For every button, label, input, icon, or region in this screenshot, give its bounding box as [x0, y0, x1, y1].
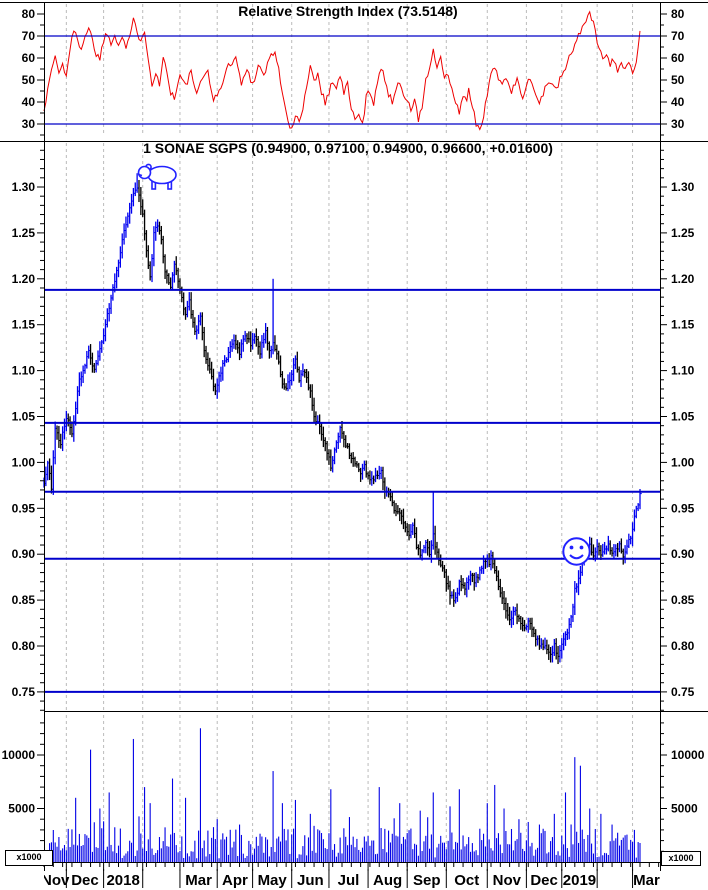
- month-gridlines: [65, 4, 634, 861]
- axis-tick-label: 5000: [671, 802, 698, 816]
- x-axis-month-label: Mar: [185, 872, 212, 889]
- smiley-icon[interactable]: [560, 535, 593, 568]
- axis-tick-label: 1.10: [12, 364, 36, 378]
- smiley-right-eye: [579, 545, 584, 550]
- axis-tick-label: 80: [22, 7, 36, 21]
- axis-tick-label: 1.25: [671, 226, 695, 240]
- smiley-face: [562, 537, 591, 566]
- x-axis-month-label: Dec: [71, 872, 99, 889]
- x-axis-month-label: Sep: [413, 872, 441, 889]
- x-axis-month-label: Aug: [373, 872, 402, 889]
- axis-tick-label: 1.00: [671, 455, 695, 469]
- bear-snout: [138, 173, 143, 177]
- axis-tick-label: 1.05: [12, 410, 36, 424]
- volume-scale-badge-left: x1000: [5, 850, 53, 866]
- axis-tick-label: 1.05: [671, 410, 695, 424]
- x-axis-month-label: Mar: [633, 872, 660, 889]
- x-axis-month-label: Apr: [222, 872, 248, 889]
- axis-tick-label: 80: [671, 7, 685, 21]
- x-axis-month-label: Oct: [454, 872, 479, 889]
- axis-tick-label: 0.80: [671, 639, 695, 653]
- axis-tick-label: 60: [22, 51, 36, 65]
- axis-tick-label: 1.15: [12, 318, 36, 332]
- axis-tick-label: 70: [671, 29, 685, 43]
- x-axis-month-label: Jun: [297, 872, 324, 889]
- axis-tick-label: 0.85: [12, 593, 36, 607]
- x-axis: [43, 862, 660, 888]
- axis-tick-label: 50: [22, 73, 36, 87]
- axis-tick-label: 1.30: [12, 180, 36, 194]
- rsi-threshold-lines: [44, 35, 660, 125]
- rsi-line: [43, 10, 641, 131]
- axis-tick-label: 1.20: [671, 272, 695, 286]
- axis-tick-label: 1.10: [671, 364, 695, 378]
- axis-tick-label: 0.95: [671, 501, 695, 515]
- axis-tick-label: 40: [22, 95, 36, 109]
- axis-tick-label: 0.75: [12, 685, 36, 699]
- axis-tick-label: 40: [671, 95, 685, 109]
- axis-tick-label: 1.30: [671, 180, 695, 194]
- x-axis-month-label: Nov: [41, 872, 70, 889]
- axis-tick-label: 60: [671, 51, 685, 65]
- axis-tick-label: 10000: [671, 748, 705, 762]
- axis-tick-label: 10000: [2, 748, 36, 762]
- axis-tick-label: 0.90: [12, 547, 36, 561]
- x-axis-month-labels: Nov Dec 2018 Mar Apr May Jun Jul Aug Sep Oct Nov Dec…: [41, 872, 660, 889]
- axis-tick-label: 70: [22, 29, 36, 43]
- price-panel-title: 1 SONAE SGPS (0.94900, 0.97100, 0.94900,…: [143, 140, 553, 156]
- axis-tick-label: 0.90: [671, 547, 695, 561]
- axis-tick-label: 50: [671, 73, 685, 87]
- x-axis-month-label: Nov: [493, 872, 522, 889]
- x-axis-month-label: Jul: [338, 872, 360, 889]
- axis-tick-label: 5000: [8, 802, 35, 816]
- x-axis-month-label: 2018: [106, 872, 139, 889]
- x-axis-month-label: May: [258, 872, 288, 889]
- rsi-panel-title: Relative Strength Index (73.5148): [238, 3, 458, 19]
- smiley-left-eye: [569, 545, 574, 550]
- price-level-lines: [44, 288, 660, 693]
- axis-tick-label: 0.85: [671, 593, 695, 607]
- bear-body: [147, 165, 177, 185]
- volume-scale-badge-right: x1000: [661, 851, 701, 866]
- axis-tick-label: 30: [671, 117, 685, 131]
- bear-head: [137, 165, 152, 180]
- axis-tick-label: 0.75: [671, 685, 695, 699]
- axis-tick-label: 0.95: [12, 501, 36, 515]
- axis-tick-label: 30: [22, 117, 36, 131]
- axis-tick-label: 1.20: [12, 272, 36, 286]
- bear-icon[interactable]: [135, 162, 183, 193]
- x-axis-month-label: Dec: [530, 872, 558, 889]
- smiley-mouth: [569, 554, 584, 560]
- x-axis-month-label: 2019: [563, 872, 596, 889]
- price-bars: [43, 173, 642, 665]
- axis-tick-label: 1.25: [12, 226, 36, 240]
- axis-tick-label: 0.80: [12, 639, 36, 653]
- volume-bars: [43, 728, 641, 862]
- axis-tick-label: 1.15: [671, 318, 695, 332]
- axis-tick-label: 1.00: [12, 455, 36, 469]
- axes: 30 30 40 40 50 50 60 60 70 70 80 80 0.75 0.75 0.80 0.80…: [0, 2, 708, 871]
